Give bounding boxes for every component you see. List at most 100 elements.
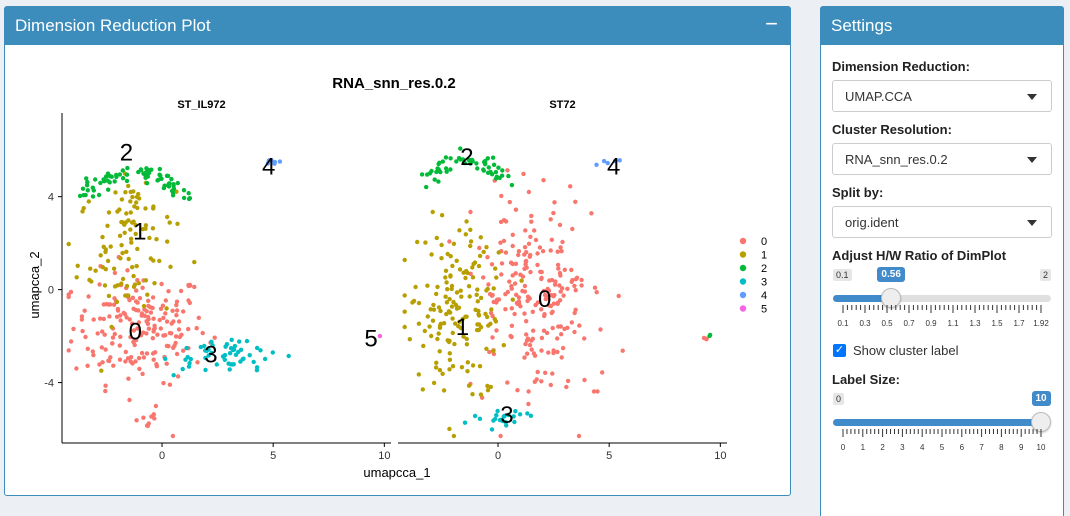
cell-point <box>80 328 85 334</box>
facet-title: ST_IL972 <box>177 99 225 111</box>
hw-ratio-slider[interactable]: 0.1 2 0.56 0.1 0.3 0.5 0.7 0.9 1.1 1.3 1.5 1.7 1.… <box>832 267 1052 339</box>
cell-point <box>131 273 136 279</box>
cell-point <box>505 380 510 385</box>
cell-point <box>126 256 131 262</box>
split-by-value: orig.ident <box>845 214 899 230</box>
cell-point <box>617 158 622 163</box>
cell-point <box>526 189 532 195</box>
cell-point <box>114 174 119 180</box>
cell-point <box>468 243 473 249</box>
cell-point <box>560 345 566 351</box>
cell-point <box>562 267 567 272</box>
cell-point <box>210 343 215 348</box>
cell-point <box>174 308 180 313</box>
cell-point <box>450 316 455 321</box>
cell-point <box>174 189 179 194</box>
cell-point <box>430 209 435 215</box>
legend-label: 2 <box>761 263 767 275</box>
slider-tick-label: 8 <box>999 443 1004 452</box>
slider-tick-label: 1 <box>860 443 866 452</box>
minus-icon[interactable]: − <box>765 11 778 36</box>
cell-point <box>251 359 256 365</box>
cell-point <box>135 205 140 211</box>
cell-point <box>101 316 107 322</box>
cell-point <box>80 186 86 191</box>
cell-point <box>425 283 430 288</box>
cell-point <box>179 332 184 337</box>
dimension-reduction-select[interactable]: UMAP.CCA <box>832 80 1052 112</box>
cell-point <box>198 344 203 350</box>
x-tick-label: 5 <box>606 450 612 462</box>
cell-point <box>552 292 557 298</box>
cell-point <box>589 211 594 216</box>
cell-point <box>167 181 172 186</box>
cell-point <box>509 182 515 188</box>
cell-point <box>470 392 475 397</box>
cell-point <box>543 370 548 375</box>
cell-point <box>114 299 120 305</box>
cell-point <box>466 157 472 163</box>
cell-point <box>163 311 168 316</box>
label-size-slider[interactable]: 0 10 0 1 2 3 4 5 6 7 8 9 10 <box>832 391 1052 463</box>
cell-point <box>491 418 496 423</box>
cell-point <box>438 321 443 326</box>
slider-track[interactable] <box>833 295 1051 302</box>
cell-point <box>148 310 154 315</box>
cell-point <box>152 326 157 331</box>
cell-point <box>510 261 515 267</box>
cell-point <box>517 412 523 417</box>
slider-min-label: 0.1 <box>833 269 852 281</box>
cell-point <box>595 389 600 394</box>
dim-plot-area: RNA_snn_res.0.2 ST_IL972 0 5 10 -4 0 4 0 1 2 3 4 5 ST7… <box>5 45 790 495</box>
cell-point <box>135 246 140 252</box>
cell-point <box>83 334 88 340</box>
cell-point <box>525 351 530 356</box>
cell-point <box>161 185 167 191</box>
facet-st-il972: ST_IL972 0 5 10 -4 0 4 0 1 2 3 4 5 <box>44 99 391 462</box>
cell-point <box>122 230 127 235</box>
cell-point <box>258 348 263 353</box>
cell-point <box>537 245 543 250</box>
cell-point <box>511 414 516 419</box>
cell-point <box>416 300 422 306</box>
split-by-select[interactable]: orig.ident <box>832 206 1052 238</box>
cell-point <box>509 286 514 291</box>
cell-point <box>540 249 546 254</box>
cell-point <box>545 295 550 301</box>
cell-point <box>88 266 93 271</box>
cell-point <box>447 296 452 302</box>
cell-point <box>84 176 89 181</box>
cell-point <box>146 170 152 176</box>
cell-point <box>521 171 526 177</box>
cell-point <box>478 235 483 240</box>
cell-point <box>592 285 598 290</box>
cell-point <box>104 302 109 307</box>
cell-point <box>494 328 499 333</box>
cell-point <box>555 262 561 268</box>
checkbox-checked-icon[interactable]: ✓ <box>833 344 846 357</box>
cell-point <box>229 337 234 342</box>
cell-point <box>429 333 434 339</box>
cell-point <box>478 392 484 397</box>
cell-point <box>209 350 214 355</box>
cell-point <box>529 219 534 224</box>
cell-point <box>402 309 407 314</box>
hw-ratio-label: Adjust H/W Ratio of DimPlot <box>832 248 1007 263</box>
cluster-label: 1 <box>456 314 469 341</box>
show-cluster-label-checkbox[interactable]: ✓ Show cluster label <box>833 343 1052 358</box>
cell-point <box>112 284 118 289</box>
slider-tick-label: 4 <box>919 443 925 452</box>
cell-point <box>153 350 158 355</box>
cell-point <box>143 223 149 228</box>
cell-point <box>458 325 463 331</box>
x-axis-title: umapcca_1 <box>363 465 430 480</box>
cell-point <box>90 349 96 354</box>
cell-point <box>508 333 513 339</box>
cluster-resolution-select[interactable]: RNA_snn_res.0.2 <box>832 143 1052 175</box>
cell-point <box>110 335 116 340</box>
cell-point <box>152 281 157 286</box>
cell-point <box>481 275 486 280</box>
slider-tick-label: 2 <box>880 443 885 452</box>
legend-key <box>739 237 747 245</box>
settings-panel-title: Settings <box>831 16 893 35</box>
